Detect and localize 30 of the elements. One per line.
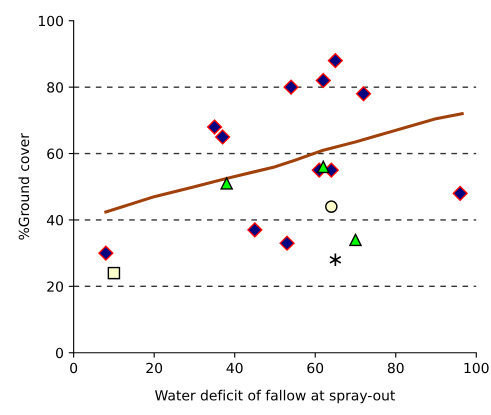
point: [108, 266, 120, 280]
point: [279, 236, 295, 251]
point: [220, 177, 233, 190]
point: [98, 246, 114, 261]
x-tick-label: 100: [464, 362, 489, 374]
y-axis-title: %Ground cover: [18, 133, 30, 240]
x-tick-label: 0: [70, 362, 78, 374]
x-tick-label: 20: [146, 362, 162, 374]
point: [356, 86, 372, 102]
point: [247, 222, 262, 238]
point: [283, 80, 299, 95]
y-tick-label: 80: [47, 82, 64, 93]
point: [349, 234, 362, 246]
x-tick-label: 40: [226, 362, 243, 374]
y-tick-label: 20: [47, 281, 64, 292]
x-tick-label: 80: [388, 362, 404, 374]
point: [452, 186, 468, 201]
x-axis-title: Water deficit of fallow at spray-out: [155, 390, 396, 404]
point: [206, 119, 222, 135]
point: [317, 160, 330, 174]
x-tick-label: 60: [307, 362, 324, 374]
point: [325, 200, 338, 213]
point: [316, 72, 331, 88]
y-tick-label: 60: [47, 148, 64, 160]
point: [215, 129, 230, 145]
line-series: [104, 112, 464, 214]
y-tick-label: 40: [46, 214, 64, 226]
y-tick-label: 100: [38, 16, 64, 26]
point: [328, 53, 343, 68]
y-tick-label: 0: [56, 348, 64, 358]
